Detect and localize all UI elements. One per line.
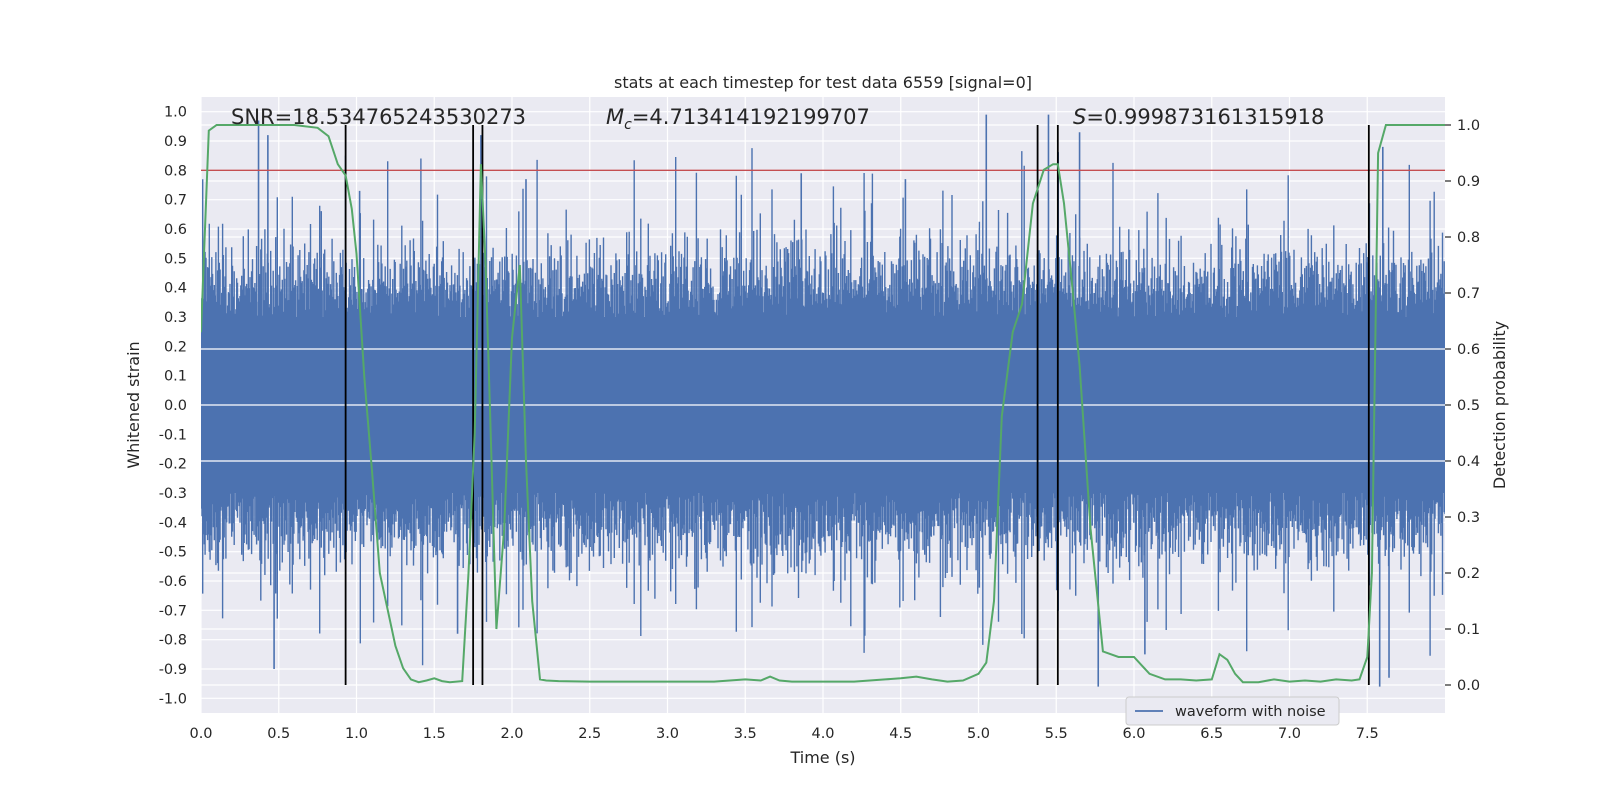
legend: waveform with noise bbox=[1125, 696, 1340, 726]
x-tick-label: 4.0 bbox=[811, 726, 834, 742]
y-tick-label-right: 0.3 bbox=[1457, 510, 1480, 526]
y-axis-label-left: Whitened strain bbox=[124, 341, 143, 468]
y-tick-label-right: 0.2 bbox=[1457, 566, 1480, 582]
y-tick-label-left: 0.8 bbox=[164, 163, 187, 179]
x-tick-label: 1.0 bbox=[345, 726, 368, 742]
chirp-mass-annotation: Mc=4.713414192199707 bbox=[606, 105, 870, 133]
y-tick-label-right: 0.0 bbox=[1457, 678, 1480, 694]
probability-series bbox=[201, 124, 1445, 684]
markers bbox=[201, 125, 1445, 685]
snr-annotation: SNR=18.534765243530273 bbox=[231, 105, 526, 129]
y-tick-label-right: 0.8 bbox=[1457, 230, 1480, 246]
y-tick-label-left: -0.5 bbox=[159, 545, 187, 561]
legend-label-waveform: waveform with noise bbox=[1175, 704, 1326, 720]
y-tick-label-left: 1.0 bbox=[164, 105, 187, 121]
y-tick-label-left: -0.8 bbox=[159, 633, 187, 649]
y-tick-label-right: 0.7 bbox=[1457, 286, 1480, 302]
x-tick-label: 1.5 bbox=[423, 726, 446, 742]
y-tick-label-left: 0.4 bbox=[164, 281, 187, 297]
x-tick-label: 6.5 bbox=[1200, 726, 1223, 742]
ticks: 0.0 0.5 1.0 1.5 2.0 2.5 3.0 3.5 4.0 4.5 5.0 5.5 6.0 6… bbox=[159, 105, 1480, 742]
x-axis-label: Time (s) bbox=[789, 748, 855, 767]
chirp-mass-subscript: c bbox=[624, 117, 632, 133]
y-tick-label-left: 0.0 bbox=[164, 398, 187, 414]
y-tick-label-right: 0.9 bbox=[1457, 174, 1480, 190]
y-tick-label-left: -0.9 bbox=[159, 662, 187, 678]
y-tick-label-left: -0.1 bbox=[159, 427, 187, 443]
s-value: =0.999873161315918 bbox=[1086, 105, 1324, 129]
y-tick-label-right: 0.4 bbox=[1457, 454, 1480, 470]
x-tick-label: 7.5 bbox=[1356, 726, 1379, 742]
y-tick-label-left: 0.1 bbox=[164, 369, 187, 385]
probability-line bbox=[201, 124, 1445, 684]
y-tick-label-left: -1.0 bbox=[159, 691, 187, 707]
x-tick-label: 2.0 bbox=[500, 726, 523, 742]
y-tick-label-left: -0.7 bbox=[159, 603, 187, 619]
x-tick-label: 3.5 bbox=[734, 726, 757, 742]
waveform-series bbox=[201, 114, 1445, 687]
y-tick-label-left: 0.6 bbox=[164, 222, 187, 238]
chart-title: stats at each timestep for test data 655… bbox=[614, 73, 1032, 92]
y-tick-label-left: -0.2 bbox=[159, 457, 187, 473]
legend-box bbox=[1125, 696, 1340, 726]
y-tick-label-right: 0.5 bbox=[1457, 398, 1480, 414]
y-tick-label-left: 0.3 bbox=[164, 310, 187, 326]
x-tick-label: 2.5 bbox=[578, 726, 601, 742]
s-symbol: S bbox=[1073, 105, 1086, 129]
y-tick-label-left: 0.9 bbox=[164, 134, 187, 150]
y-tick-label-left: -0.4 bbox=[159, 515, 187, 531]
s-annotation: S=0.999873161315918 bbox=[1073, 105, 1324, 129]
x-tick-label: 7.0 bbox=[1278, 726, 1301, 742]
y-tick-label-right: 1.0 bbox=[1457, 118, 1480, 134]
y-tick-label-left: 0.2 bbox=[164, 339, 187, 355]
chirp-mass-value: =4.713414192199707 bbox=[632, 105, 870, 129]
y-tick-label-left: 0.5 bbox=[164, 251, 187, 267]
x-tick-label: 5.5 bbox=[1045, 726, 1068, 742]
y-tick-label-left: -0.6 bbox=[159, 574, 187, 590]
chirp-mass-symbol: M bbox=[606, 105, 624, 129]
y-tick-label-right: 0.6 bbox=[1457, 342, 1480, 358]
y-tick-label-left: 0.7 bbox=[164, 193, 187, 209]
x-tick-label: 0.0 bbox=[189, 726, 212, 742]
x-tick-label: 3.0 bbox=[656, 726, 679, 742]
x-tick-label: 5.0 bbox=[967, 726, 990, 742]
x-tick-label: 0.5 bbox=[267, 726, 290, 742]
y-tick-label-right: 0.1 bbox=[1457, 622, 1480, 638]
y-axis-label-right: Detection probability bbox=[1490, 321, 1509, 489]
x-tick-label: 4.5 bbox=[889, 726, 912, 742]
x-tick-label: 6.0 bbox=[1122, 726, 1145, 742]
y-tick-label-left: -0.3 bbox=[159, 486, 187, 502]
